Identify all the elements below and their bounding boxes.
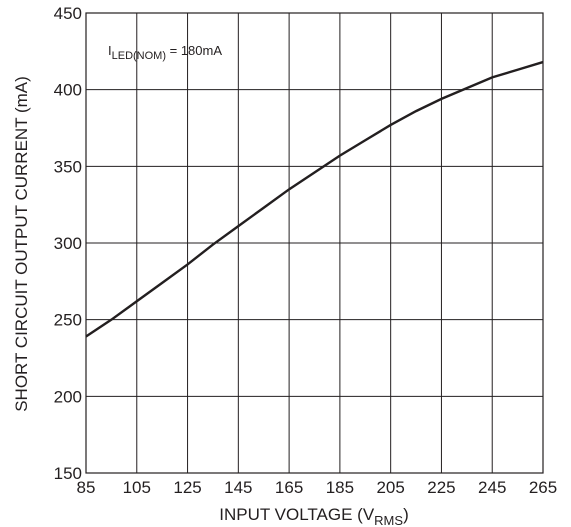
x-axis-title-main: INPUT VOLTAGE (V	[219, 505, 375, 524]
x-tick-label-6: 205	[376, 478, 404, 497]
x-tick-label-7: 225	[427, 478, 455, 497]
annotation-label: ILED(NOM) = 180mA	[108, 43, 222, 62]
y-tick-label-6: 450	[54, 4, 82, 23]
grid-lines	[85, 12, 544, 474]
x-tick-label-5: 185	[326, 478, 354, 497]
annotation-value: = 180mA	[166, 43, 222, 58]
y-tick-label-5: 400	[54, 81, 82, 100]
y-tick-label-1: 200	[54, 387, 82, 406]
series-line	[85, 60, 544, 338]
x-tick-label-0: 85	[77, 478, 96, 497]
y-tick-labels: 150 200 250 300 350 400 450	[54, 4, 82, 483]
x-tick-label-9: 265	[529, 478, 557, 497]
x-tick-label-1: 105	[123, 478, 151, 497]
x-axis-title-sub: RMS	[374, 513, 403, 527]
x-axis-title-tail: )	[403, 505, 409, 524]
x-tick-label-2: 125	[173, 478, 201, 497]
y-axis-title: SHORT CIRCUIT OUTPUT CURRENT (mA)	[12, 76, 31, 412]
x-axis-title: INPUT VOLTAGE (VRMS)	[219, 505, 408, 527]
x-tick-label-3: 145	[224, 478, 252, 497]
x-tick-labels: 85 105 125 145 165 185 205 225 245 265	[77, 478, 558, 497]
annotation-prefix: I	[108, 43, 112, 58]
y-tick-label-4: 350	[54, 157, 82, 176]
annotation-subscript: LED(NOM)	[112, 50, 166, 62]
y-tick-label-2: 250	[54, 311, 82, 330]
x-tick-label-8: 245	[478, 478, 506, 497]
x-tick-label-4: 165	[275, 478, 303, 497]
y-tick-label-3: 300	[54, 234, 82, 253]
plot-frame	[85, 12, 544, 474]
y-tick-label-0: 150	[54, 464, 82, 483]
